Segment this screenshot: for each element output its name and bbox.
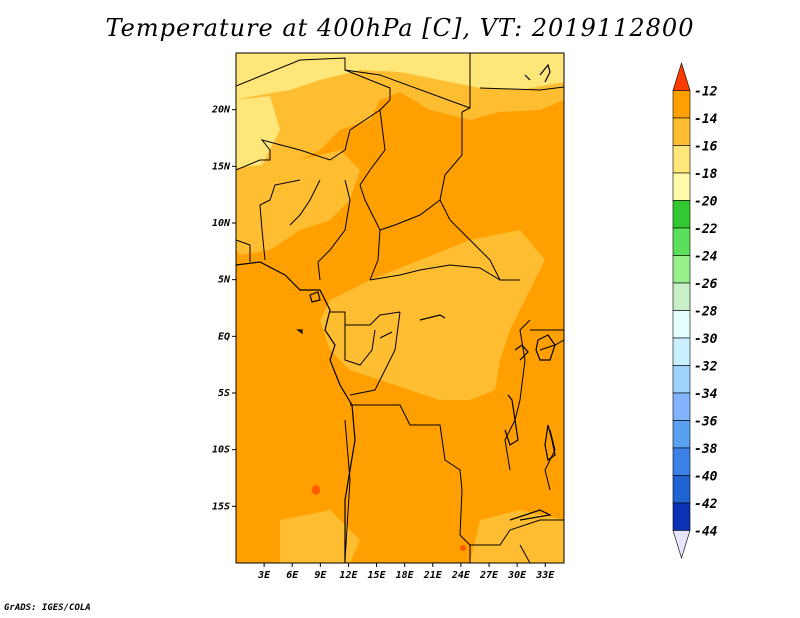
colorbar-swatch <box>672 90 691 119</box>
x-axis-ticks: 3E 6E 9E 12E 15E 18E 21E 24E 27E 30E 33E <box>257 563 555 581</box>
colorbar-label: -20 <box>694 195 718 210</box>
temperature-band-yellow-northwest <box>236 96 280 168</box>
colorbar-label: -12 <box>694 85 718 100</box>
x-tick-label: 15E <box>368 570 387 581</box>
colorbar-swatch <box>672 337 691 366</box>
colorbar-swatch <box>672 420 691 449</box>
colorbar-label: -26 <box>694 277 718 292</box>
colorbar-label: -42 <box>694 497 718 512</box>
temperature-band-yellow-north <box>236 53 564 100</box>
colorbar-swatch <box>672 365 691 394</box>
x-tick-label: 27E <box>479 570 499 581</box>
x-tick-label: 33E <box>535 570 555 581</box>
colorbar-swatch <box>672 475 691 504</box>
temperature-band-light-orange-west <box>236 150 360 255</box>
colorbar-label: -16 <box>694 140 718 155</box>
x-tick-label: 6E <box>286 570 299 581</box>
colorbar-label: -34 <box>694 387 718 402</box>
y-tick-label: 5N <box>218 275 231 286</box>
colorbar-swatch <box>672 392 691 421</box>
colorbar-label: -22 <box>694 222 718 237</box>
colorbar-label: -44 <box>694 525 718 540</box>
colorbar-swatch <box>672 447 691 476</box>
colorbar-bottom-triangle <box>672 530 691 560</box>
temperature-spot-warm <box>312 485 320 495</box>
country-borders <box>236 53 564 563</box>
colorbar-swatch <box>672 117 691 146</box>
colorbar-label: -18 <box>694 167 718 182</box>
x-tick-label: 30E <box>507 570 527 581</box>
colorbar-label: -40 <box>694 470 718 485</box>
grads-credit: GrADS: IGES/COLA <box>4 603 91 613</box>
temperature-band-light-orange-southeast <box>470 510 564 563</box>
y-tick-label: 10S <box>212 445 230 456</box>
colorbar-label: -36 <box>694 415 718 430</box>
temperature-band-light-orange-south <box>280 510 360 563</box>
temperature-spot-warm <box>460 545 466 551</box>
coastline <box>236 63 556 563</box>
colorbar-label: -14 <box>694 112 718 127</box>
y-tick-label: EQ <box>218 331 230 342</box>
x-tick-label: 18E <box>396 570 415 581</box>
colorbar-swatch <box>672 145 691 174</box>
x-tick-label: 3E <box>257 570 271 581</box>
y-tick-label: 5S <box>218 388 230 399</box>
colorbar-label: -38 <box>694 442 718 457</box>
y-tick-label: 20N <box>211 105 231 116</box>
colorbar: -12 -14 -16 -18 -20 -22 -24 -26 -28 -30 -32 -34 -36 -… <box>672 61 718 560</box>
colorbar-label: -28 <box>694 305 718 320</box>
y-tick-label: 15N <box>212 161 231 172</box>
colorbar-swatch <box>672 227 691 256</box>
map-frame <box>235 52 565 564</box>
y-axis-ticks: 20N 15N 10N 5N EQ 5S 10S 15S <box>211 105 236 512</box>
temperature-band-light-orange-central <box>320 230 545 400</box>
y-tick-label: 10N <box>212 218 231 229</box>
colorbar-swatch <box>672 200 691 229</box>
x-tick-label: 12E <box>339 570 358 581</box>
colorbar-swatch <box>672 310 691 339</box>
x-tick-label: 21E <box>423 570 443 581</box>
colorbar-swatch <box>672 282 691 311</box>
x-tick-label: 9E <box>314 570 327 581</box>
y-tick-label: 15S <box>212 501 230 512</box>
chart-title: Temperature at 400hPa [C], VT: 201911280… <box>105 14 695 42</box>
colorbar-label: -24 <box>694 250 718 265</box>
colorbar-swatch <box>672 172 691 201</box>
colorbar-top-triangle <box>672 61 691 91</box>
colorbar-swatch <box>672 502 691 531</box>
colorbar-swatch <box>672 255 691 284</box>
colorbar-label: -30 <box>694 332 718 347</box>
x-tick-label: 24E <box>451 570 471 581</box>
colorbar-label: -32 <box>694 360 718 375</box>
